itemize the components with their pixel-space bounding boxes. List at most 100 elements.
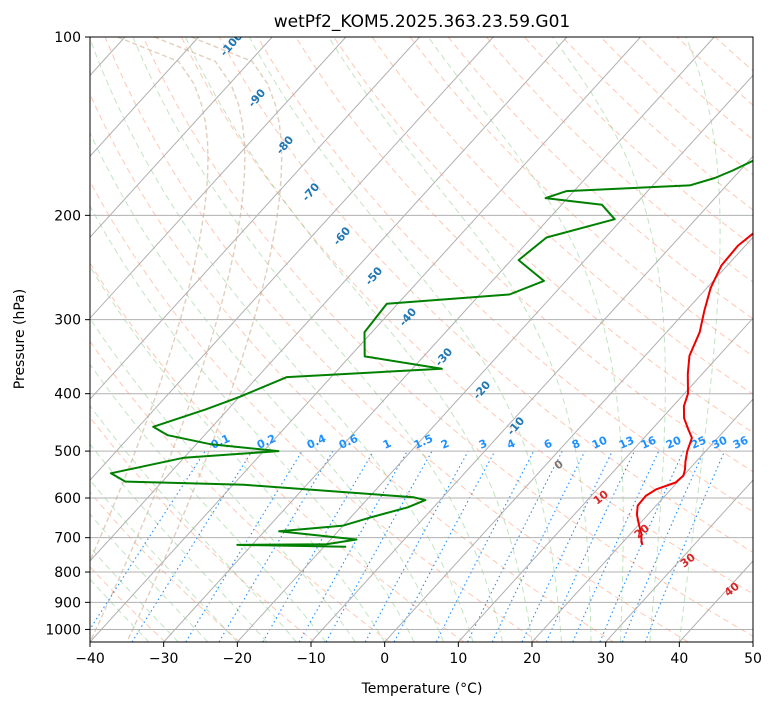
isotherm — [90, 37, 273, 238]
x-axis: −40 −30 −20 −10 0 10 20 30 40 50 — [75, 642, 762, 667]
moist-adiabat — [328, 37, 592, 642]
x-tick-label: 10 — [449, 651, 467, 667]
moist-adiabat — [678, 37, 721, 642]
moist-adiabat — [184, 37, 533, 642]
chart-title: wetPf2_KOM5.2025.363.23.59.G01 — [274, 12, 570, 32]
mixing-ratio-label: 25 — [689, 434, 708, 452]
mixing-ratio-line — [364, 450, 469, 642]
mixing-ratio-label: 0.1 — [209, 432, 232, 452]
dry-adiabat — [257, 37, 753, 513]
reference-curves — [90, 37, 283, 642]
dry-adiabat — [180, 37, 753, 595]
theta-e-label: 0 — [552, 457, 566, 472]
dry-adiabat — [562, 37, 753, 211]
plot-area: -100-90-80-70-60-50-40-30-20-100.1 0.2 0.4… — [90, 29, 753, 642]
isotherm — [90, 37, 568, 562]
dry-adiabat — [90, 92, 614, 642]
isotherm-label: -10 — [504, 414, 527, 438]
isotherm — [384, 236, 753, 642]
mixing-ratio-line — [491, 450, 586, 642]
sounding-series — [109, 159, 753, 548]
mixing-ratio-label: 3 — [477, 437, 489, 452]
moist-adiabat — [248, 37, 562, 642]
dry-adiabat — [90, 180, 540, 642]
y-tick-label: 400 — [54, 387, 81, 403]
dry-adiabat — [676, 37, 753, 106]
x-tick-label: 30 — [597, 651, 615, 667]
isotherm — [90, 37, 420, 400]
isotherm-label: -40 — [396, 305, 419, 329]
y-tick-label: 900 — [54, 595, 81, 611]
x-tick-label: −40 — [75, 651, 105, 667]
mixing-ratio-line — [185, 450, 303, 642]
moist-adiabat — [90, 131, 445, 642]
mixing-ratio-line — [621, 450, 705, 642]
y-tick-label: 700 — [54, 531, 81, 547]
mixing-ratio-line — [545, 450, 635, 642]
mixing-ratio-line — [393, 450, 496, 642]
isotherm-label: -70 — [299, 180, 322, 204]
isotherm — [90, 37, 494, 481]
moist-adiabat — [90, 265, 386, 642]
isotherm — [678, 560, 753, 642]
theta-e-label: 40 — [722, 579, 742, 599]
mixing-ratio-line — [644, 450, 726, 642]
temperature-line — [635, 232, 753, 546]
dry-adiabat — [524, 37, 753, 247]
isotherm — [531, 398, 753, 642]
isotherm-label: -100 — [217, 29, 245, 59]
mixing-ratio-label: 16 — [639, 433, 659, 451]
y-tick-label: 800 — [54, 565, 81, 581]
y-axis-label: Pressure (hPa) — [12, 289, 28, 389]
pressure-gridlines — [90, 37, 753, 630]
moist-adiabat — [427, 37, 624, 642]
mixing-ratio-line — [572, 450, 660, 642]
isotherm — [605, 479, 753, 642]
dry-adiabat — [447, 37, 753, 320]
moist-adiabat — [90, 404, 297, 642]
x-tick-label: −20 — [223, 651, 253, 667]
mixing-ratio-label: 6 — [542, 437, 555, 452]
isotherm — [310, 155, 753, 642]
isotherm-label: -50 — [362, 264, 385, 288]
mixing-ratio-label: 20 — [664, 433, 684, 451]
dry-adiabat — [218, 37, 753, 553]
isotherm — [236, 74, 753, 642]
mixing-ratio-label: 10 — [590, 433, 610, 451]
isotherm-label: -30 — [432, 345, 455, 369]
y-tick-label: 300 — [54, 313, 81, 329]
mixing-ratio-label: 2 — [439, 437, 451, 452]
x-tick-label: 40 — [670, 651, 688, 667]
isotherm-label: -60 — [330, 224, 353, 248]
dry-adiabat — [104, 37, 689, 642]
mixing-ratio-label: 8 — [570, 437, 582, 452]
x-tick-label: 50 — [744, 651, 762, 667]
moist-adiabats — [90, 37, 721, 642]
moist-adiabat — [90, 443, 268, 642]
y-tick-label: 500 — [54, 444, 81, 460]
mixing-ratio-label: 36 — [731, 433, 751, 451]
mixing-ratio-line — [521, 450, 613, 642]
x-tick-label: −30 — [149, 651, 179, 667]
mixing-ratio-label: 1.5 — [412, 432, 435, 452]
moist-adiabat — [132, 37, 503, 642]
isotherm — [163, 37, 715, 642]
dry-adiabat — [90, 491, 241, 642]
y-tick-label: 600 — [54, 491, 81, 507]
skewed-isotherms — [90, 37, 753, 642]
y-axis: 100 200 300 400 500 600 700 800 900 1000 — [45, 30, 90, 638]
mixing-ratio-line — [467, 450, 563, 642]
isopleth-labels: -100-90-80-70-60-50-40-30-20-100.1 0.2 0.4… — [209, 29, 751, 599]
x-tick-label: 20 — [523, 651, 541, 667]
plot-frame — [89, 36, 754, 643]
isotherm — [90, 37, 347, 319]
mixing-ratio-lines — [90, 450, 726, 642]
mixing-ratio-line — [262, 450, 374, 642]
dry-adiabat — [714, 37, 753, 72]
dry-adiabat — [409, 37, 753, 357]
isotherm — [457, 317, 753, 642]
theta-e-label: 10 — [591, 487, 611, 507]
moist-adiabat — [90, 479, 238, 642]
dry-adiabat — [90, 566, 166, 642]
